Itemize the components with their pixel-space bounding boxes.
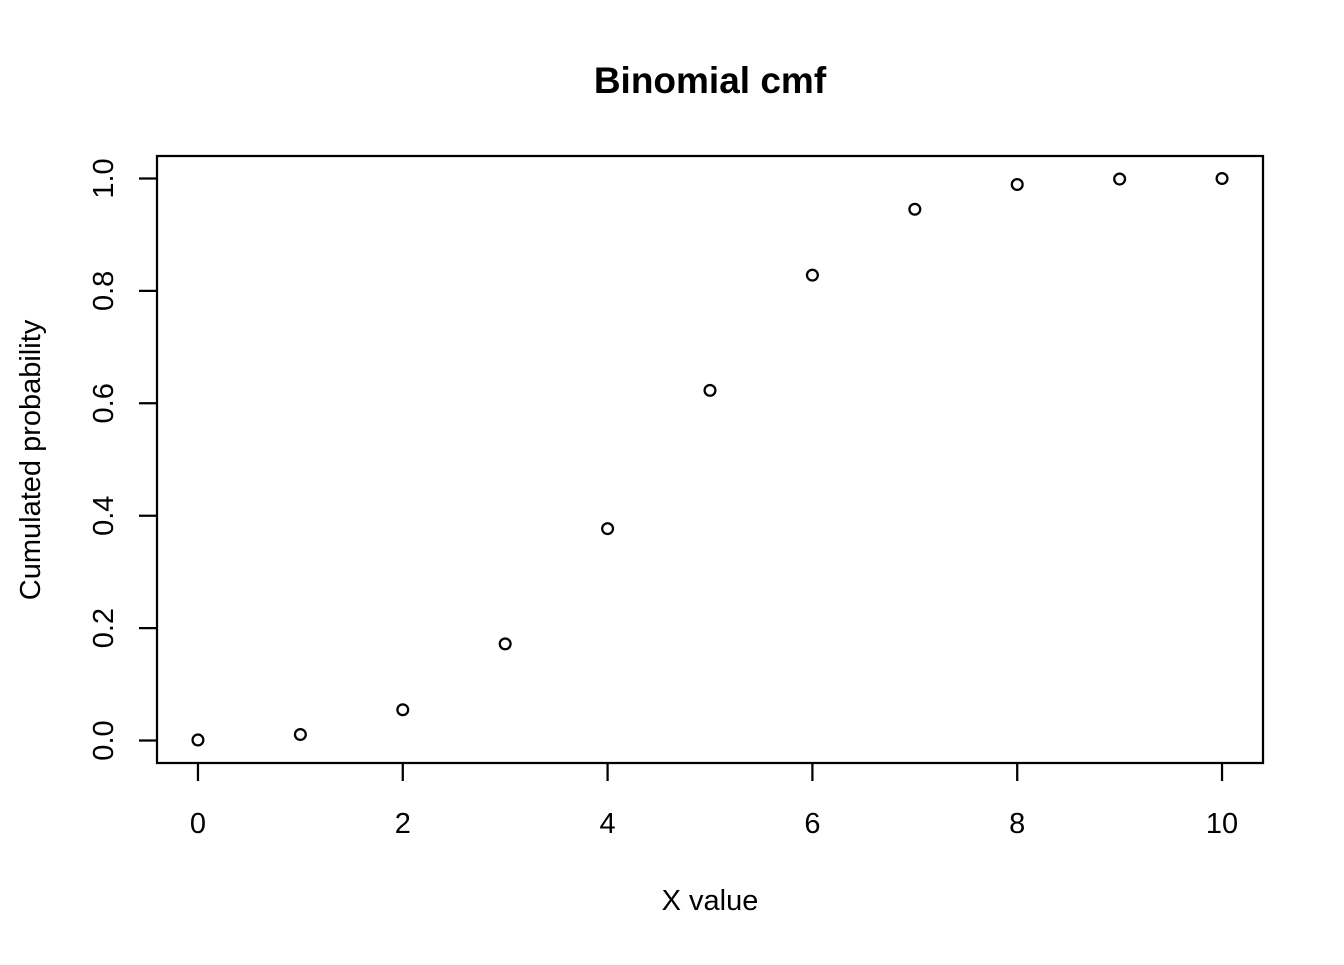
data-point	[703, 383, 717, 397]
data-point	[191, 733, 205, 747]
plot-box	[155, 154, 1265, 765]
y-tick-label: 0.2	[88, 608, 120, 648]
x-tick-label: 4	[600, 808, 616, 840]
data-point	[396, 703, 410, 717]
x-tick-label: 10	[1206, 808, 1238, 840]
y-axis-label: Cumulated probability	[15, 319, 47, 600]
data-point	[1215, 171, 1229, 186]
data-point	[805, 268, 819, 282]
x-tick-label: 6	[804, 808, 820, 840]
data-point	[601, 522, 615, 536]
y-tick-label: 1.0	[88, 158, 120, 198]
y-tick-label: 0.4	[88, 496, 120, 536]
data-point	[908, 202, 922, 216]
data-point	[1113, 172, 1127, 186]
x-tick-label: 8	[1009, 808, 1025, 840]
plot-title: Binomial cmf	[594, 60, 827, 101]
plot-content: 0 2 4 6 8 10 0.0 0.2 0.4 0.6 0.8 1.0	[88, 154, 1265, 840]
data-point	[498, 637, 512, 651]
x-tick-label: 0	[190, 808, 206, 840]
y-tick-label: 0.6	[88, 383, 120, 423]
data-point	[1010, 177, 1024, 192]
x-tick-label: 2	[395, 808, 411, 840]
y-tick-label: 0.0	[88, 720, 120, 760]
data-point	[293, 727, 307, 742]
x-axis-label: X value	[662, 885, 759, 917]
y-tick-label: 0.8	[88, 271, 120, 311]
